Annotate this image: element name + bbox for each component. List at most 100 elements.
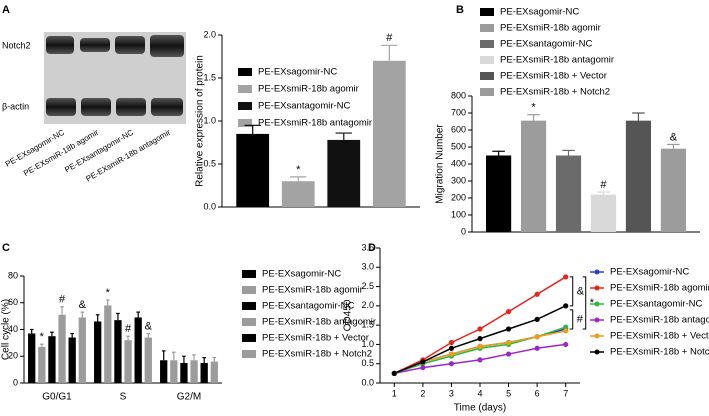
y-tick-label: 80 xyxy=(8,270,18,280)
y-tick-label: 700 xyxy=(451,107,466,117)
point xyxy=(477,357,483,363)
point xyxy=(534,334,540,340)
point xyxy=(505,339,512,346)
annotation: * xyxy=(106,287,111,299)
legend-label: PE-EXsmiR-18b antagomir xyxy=(500,55,614,66)
legend-label: PE-EXsmiR-18b agomir xyxy=(258,84,359,95)
panel-letter: B xyxy=(456,4,464,16)
blot-band xyxy=(81,98,111,116)
legend-marker xyxy=(594,269,600,275)
x-tick-label: S xyxy=(120,392,127,403)
point xyxy=(420,364,426,371)
legend-swatch xyxy=(242,318,256,326)
x-tick-label: G0/G1 xyxy=(42,392,72,403)
legend-label: PE-EXsantagomir-NC xyxy=(500,39,593,50)
legend-label: PE-EXsmiR-18b agomir xyxy=(610,283,709,294)
y-tick-label: 40 xyxy=(8,324,18,334)
blot-band xyxy=(151,98,183,116)
legend-label: PE-EXsantagomir-NC xyxy=(610,299,703,310)
point xyxy=(448,361,455,367)
legend-marker xyxy=(594,333,600,339)
legend-swatch xyxy=(238,85,252,93)
annotation: # xyxy=(59,294,66,306)
panel-letter: C xyxy=(2,242,10,254)
y-tick-label: 1.0 xyxy=(361,339,374,349)
y-tick-label: 1.5 xyxy=(361,320,374,330)
legend-swatch xyxy=(480,56,494,64)
y-tick-label: 2.5 xyxy=(361,281,374,291)
y-tick-label: 800 xyxy=(451,90,466,100)
x-tick-label: 2 xyxy=(420,388,425,398)
y-axis-label: Relative expression of protein xyxy=(195,55,206,187)
y-tick-label: 20 xyxy=(8,351,18,361)
bar xyxy=(372,60,406,207)
legend-swatch xyxy=(242,350,256,358)
legend-marker xyxy=(594,349,600,355)
point xyxy=(563,324,569,330)
annotation: * xyxy=(40,331,45,343)
annotation: & xyxy=(670,131,678,143)
bar xyxy=(104,305,112,383)
x-tick-label: 5 xyxy=(506,388,511,398)
blot-band xyxy=(46,36,74,54)
legend-swatch xyxy=(242,286,256,294)
bar xyxy=(327,139,361,207)
legend-label: PE-EXsmiR-18b agomir xyxy=(262,285,363,296)
bar xyxy=(134,317,142,383)
legend-swatch xyxy=(238,102,252,110)
point xyxy=(391,370,397,376)
legend-label: PE-EXsmiR-18b + Vector xyxy=(500,71,607,82)
legend-label: PE-EXsagomir-NC xyxy=(500,7,579,18)
legend-label: PE-EXsagomir-NC xyxy=(258,67,337,78)
legend-label: PE-EXsantagomir-NC xyxy=(258,101,351,112)
bar xyxy=(236,133,270,207)
point xyxy=(448,339,455,346)
point xyxy=(477,326,483,332)
legend-label: PE-EXsagomir-NC xyxy=(262,269,341,280)
bar xyxy=(124,340,132,383)
y-tick-label: 2.0 xyxy=(361,300,374,310)
panel-letter: A xyxy=(2,4,10,16)
y-axis-label: Cell cycle (%) xyxy=(1,299,12,360)
bar xyxy=(28,333,36,383)
y-tick-label: 2.0 xyxy=(203,29,216,39)
legend-label: PE-EXsmiR-18b antagomir xyxy=(258,118,372,129)
legend-label: PE-EXsantagomir-NC xyxy=(262,301,355,312)
point xyxy=(563,303,569,309)
bar xyxy=(200,362,208,383)
point xyxy=(420,359,426,365)
bar xyxy=(660,148,686,232)
y-tick-label: 1.5 xyxy=(203,72,216,82)
bar xyxy=(160,360,168,383)
annotation: & xyxy=(79,299,87,311)
bar xyxy=(48,336,56,383)
blot: Notch2 β-actin PE-EXsagomir-NC PE-EXsmiR… xyxy=(2,32,186,184)
legend-swatch xyxy=(242,302,256,310)
y-tick-label: 0.5 xyxy=(203,158,216,168)
y-tick-label: 1.0 xyxy=(203,115,216,125)
blot-band xyxy=(46,98,76,116)
y-tick-label: 60 xyxy=(8,297,18,307)
x-axis-label: Time (days) xyxy=(454,403,506,414)
y-tick-label: 400 xyxy=(451,158,466,168)
bar xyxy=(68,337,76,383)
annotation: & xyxy=(577,285,585,297)
point xyxy=(534,316,540,322)
y-tick-label: 0 xyxy=(13,377,18,387)
legend-marker xyxy=(594,301,600,307)
x-tick-label: G2/M xyxy=(177,392,201,403)
point xyxy=(534,291,540,297)
blot-band xyxy=(116,98,146,116)
bar xyxy=(281,181,315,207)
bar xyxy=(486,155,512,232)
bar xyxy=(555,155,582,232)
annotation: * xyxy=(531,102,536,114)
y-tick-label: 0 xyxy=(461,226,466,236)
legend-label: PE-EXsmiR-18b + Vector xyxy=(610,331,709,342)
y-axis-label: OD450 xyxy=(343,299,354,331)
annotation: * xyxy=(296,164,301,176)
y-tick-label: 0.5 xyxy=(361,358,374,368)
annotation: # xyxy=(577,313,584,325)
bar xyxy=(625,120,652,232)
